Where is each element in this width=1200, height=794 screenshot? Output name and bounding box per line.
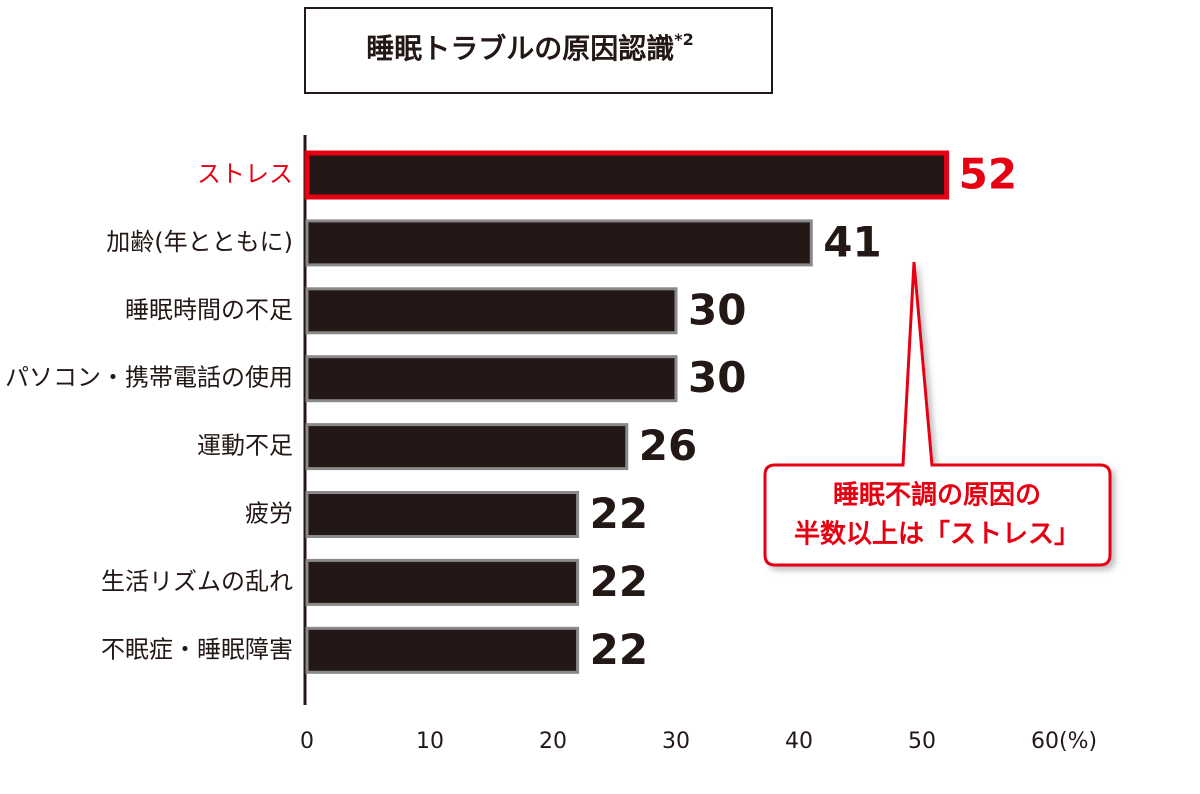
callout-box [763, 261, 1112, 567]
bar [305, 626, 580, 674]
y-tick-label: 加齢(年とともに) [106, 228, 293, 256]
y-tick-label: 疲労 [245, 500, 293, 528]
bar [305, 219, 813, 267]
annotation: 睡眠不調の原因の [833, 480, 1041, 511]
bar [305, 423, 629, 471]
y-tick-label: パソコン・携帯電話の使用 [5, 364, 293, 392]
title-box [304, 7, 773, 94]
value-label: 22 [590, 489, 648, 538]
x-tick-label: 20 [539, 729, 567, 754]
x-tick-label: 0 [300, 729, 314, 754]
value-label: 52 [959, 150, 1017, 199]
x-tick-label: 40 [785, 729, 813, 754]
value-label: 22 [590, 625, 648, 674]
title-text: 睡眠トラブルの原因認識 [366, 32, 674, 65]
y-tick-label: 運動不足 [197, 432, 293, 460]
bar [304, 150, 950, 200]
title-note: *2 [674, 30, 694, 49]
y-tick-label: 睡眠時間の不足 [125, 296, 293, 324]
bar [305, 287, 678, 335]
x-tick-label: 10 [416, 729, 444, 754]
y-tick-label: 不眠症・睡眠障害 [101, 635, 293, 663]
y-tick-label: ストレス [197, 160, 293, 188]
callout [763, 261, 1112, 567]
value-label: 41 [823, 217, 881, 266]
bar [305, 355, 678, 403]
y-tick-label: 生活リズムの乱れ [101, 567, 293, 595]
x-tick-label: 30 [662, 729, 690, 754]
x-tick-label: 60(%) [1031, 729, 1097, 754]
bar [305, 491, 580, 538]
value-label: 30 [688, 285, 746, 334]
chart-title: 睡眠トラブルの原因認識*2 [366, 30, 694, 66]
bar [305, 558, 580, 606]
value-label: 26 [639, 421, 697, 470]
annotation: 半数以上は「ストレス」 [794, 519, 1080, 550]
value-label: 22 [590, 557, 648, 606]
value-label: 30 [688, 353, 746, 402]
x-tick-label: 50 [908, 729, 936, 754]
